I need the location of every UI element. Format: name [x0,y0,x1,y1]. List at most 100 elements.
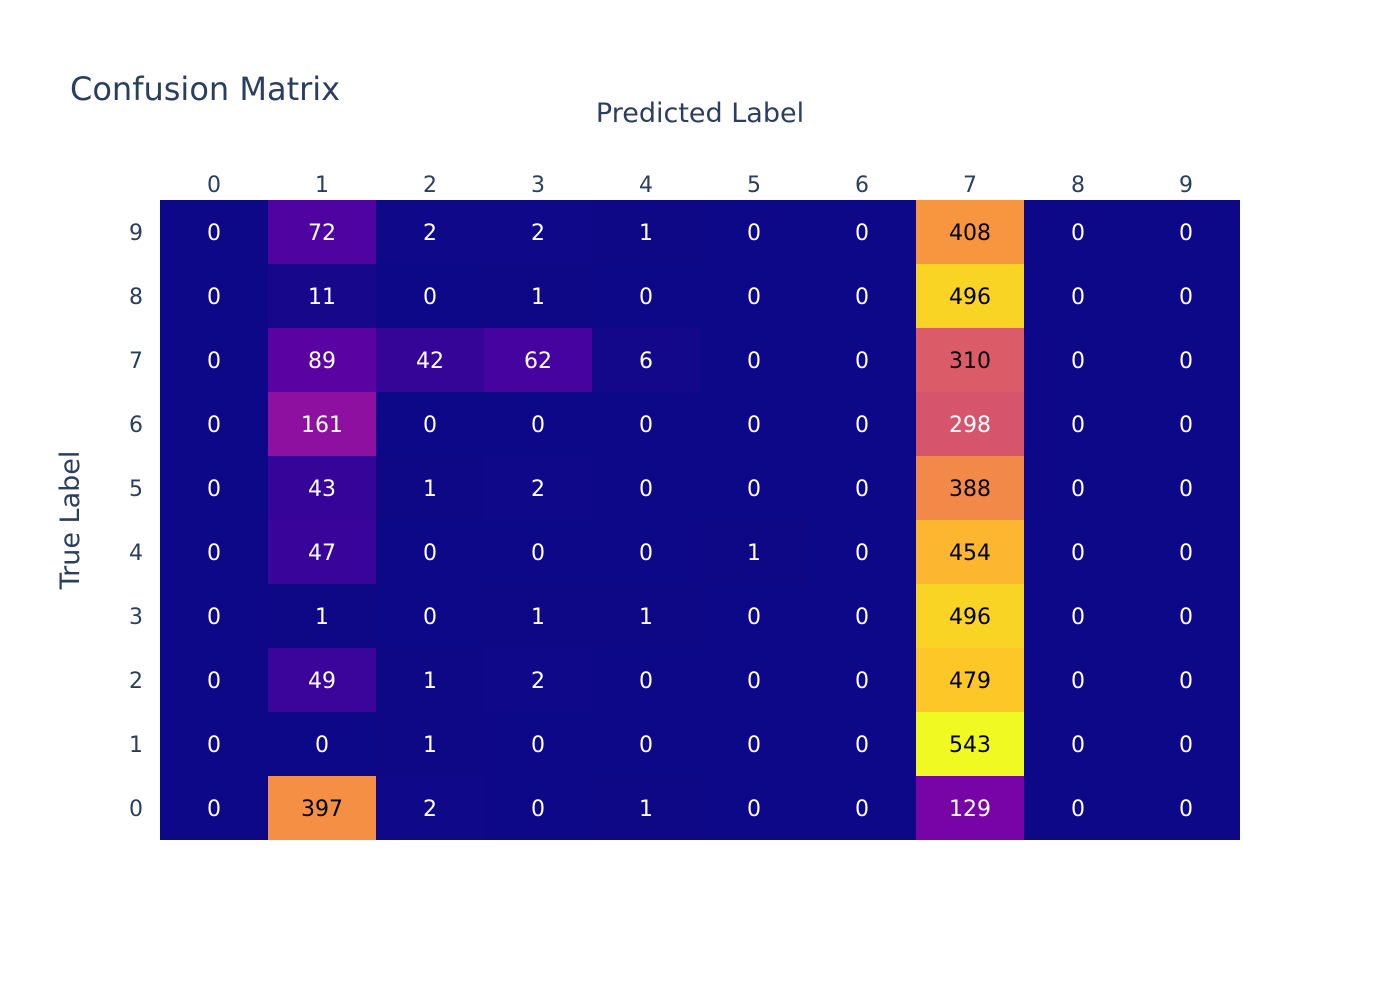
x-tick-label: 9 [1179,173,1193,198]
cell-value-label: 0 [855,797,869,822]
cell-value-label: 1 [315,605,329,630]
heatmap-cell-true-7-pred-8 [1024,328,1132,392]
heatmap-cell-true-9-pred-3 [484,200,592,264]
heatmap-cell-true-4-pred-2 [376,520,484,584]
heatmap-cell-true-6-pred-1 [268,392,376,456]
cell-value-label: 0 [639,477,653,502]
heatmap-cell-true-4-pred-1 [268,520,376,584]
x-tick-label: 1 [315,173,329,198]
heatmap-cells [160,200,1240,840]
cell-value-label: 129 [949,797,991,822]
heatmap-cell-true-2-pred-4 [592,648,700,712]
heatmap-cell-true-1-pred-3 [484,712,592,776]
x-tick-label: 8 [1071,173,1085,198]
x-axis-ticks: 0 1 2 3 4 5 6 7 8 9 [207,173,1193,198]
heatmap-cell-true-3-pred-7 [916,584,1024,648]
cell-value-label: 1 [747,541,761,566]
heatmap-cell-true-6-pred-0 [160,392,268,456]
heatmap-cell-true-3-pred-1 [268,584,376,648]
cell-value-label: 89 [308,349,336,374]
cell-value-label: 0 [1179,733,1193,758]
cell-value-label: 42 [416,349,444,374]
cell-value-label: 0 [639,733,653,758]
cell-value-label: 496 [949,605,991,630]
chart-title: Confusion Matrix [70,70,340,108]
heatmap-cell-true-2-pred-1 [268,648,376,712]
cell-value-label: 0 [1179,413,1193,438]
heatmap-cell-true-7-pred-7 [916,328,1024,392]
x-tick-label: 7 [963,173,977,198]
heatmap-cell-true-0-pred-6 [808,776,916,840]
cell-value-label: 0 [531,413,545,438]
cell-value-label: 0 [1179,797,1193,822]
cell-value-label: 0 [855,221,869,246]
heatmap-cell-true-5-pred-4 [592,456,700,520]
cell-value-label: 0 [747,221,761,246]
cell-value-label: 310 [949,349,991,374]
heatmap-cell-true-7-pred-5 [700,328,808,392]
heatmap-cell-true-1-pred-6 [808,712,916,776]
cell-value-label: 11 [308,285,336,310]
heatmap-cell-true-1-pred-1 [268,712,376,776]
cell-value-label: 0 [1071,797,1085,822]
heatmap-cell-true-9-pred-2 [376,200,484,264]
cell-value-label: 1 [639,797,653,822]
cell-value-label: 0 [207,733,221,758]
heatmap-cell-true-3-pred-2 [376,584,484,648]
heatmap-cell-true-9-pred-7 [916,200,1024,264]
cell-value-label: 47 [308,541,336,566]
heatmap-cell-true-1-pred-5 [700,712,808,776]
cell-value-label: 0 [531,797,545,822]
cell-value-label: 0 [855,605,869,630]
cell-value-label: 72 [308,221,336,246]
heatmap-cell-true-8-pred-4 [592,264,700,328]
heatmap-cell-true-2-pred-8 [1024,648,1132,712]
heatmap-cell-true-5-pred-9 [1132,456,1240,520]
heatmap-cell-true-3-pred-5 [700,584,808,648]
heatmap-cell-true-0-pred-3 [484,776,592,840]
heatmap-cell-true-0-pred-9 [1132,776,1240,840]
cell-value-label: 0 [855,349,869,374]
cell-value-label: 0 [207,285,221,310]
heatmap-cell-true-4-pred-8 [1024,520,1132,584]
heatmap-cell-true-5-pred-0 [160,456,268,520]
cell-value-label: 0 [747,669,761,694]
heatmap-cell-true-5-pred-5 [700,456,808,520]
cell-value-label: 388 [949,477,991,502]
cell-value-label: 0 [423,541,437,566]
y-axis-title: True Label [55,451,86,591]
x-tick-label: 5 [747,173,761,198]
heatmap-cell-true-6-pred-9 [1132,392,1240,456]
heatmap-cell-true-2-pred-3 [484,648,592,712]
heatmap-cell-true-2-pred-6 [808,648,916,712]
cell-value-label: 0 [207,797,221,822]
heatmap-cell-true-4-pred-4 [592,520,700,584]
y-axis-ticks: 0 1 2 3 4 5 6 7 8 9 [129,221,143,822]
heatmap-cell-true-9-pred-1 [268,200,376,264]
heatmap-cell-true-4-pred-9 [1132,520,1240,584]
y-tick-label: 9 [129,221,143,246]
cell-value-label: 0 [747,733,761,758]
heatmap-cell-true-1-pred-2 [376,712,484,776]
heatmap-cell-true-4-pred-0 [160,520,268,584]
x-axis-title: Predicted Label [596,98,804,129]
heatmap-cell-true-7-pred-4 [592,328,700,392]
cell-value-label: 0 [531,733,545,758]
cell-value-label: 0 [747,285,761,310]
cell-value-label: 0 [1071,413,1085,438]
cell-value-label: 161 [301,413,343,438]
x-tick-label: 2 [423,173,437,198]
heatmap-cell-true-2-pred-9 [1132,648,1240,712]
heatmap-cell-true-6-pred-5 [700,392,808,456]
cell-value-label: 0 [1179,541,1193,566]
heatmap-cell-true-8-pred-1 [268,264,376,328]
heatmap-cell-true-9-pred-0 [160,200,268,264]
cell-value-label: 0 [207,349,221,374]
cell-value-label: 1 [423,733,437,758]
cell-value-label: 1 [423,477,437,502]
heatmap-cell-true-8-pred-8 [1024,264,1132,328]
heatmap-cell-true-5-pred-1 [268,456,376,520]
heatmap-cell-true-0-pred-2 [376,776,484,840]
cell-value-label: 0 [639,669,653,694]
